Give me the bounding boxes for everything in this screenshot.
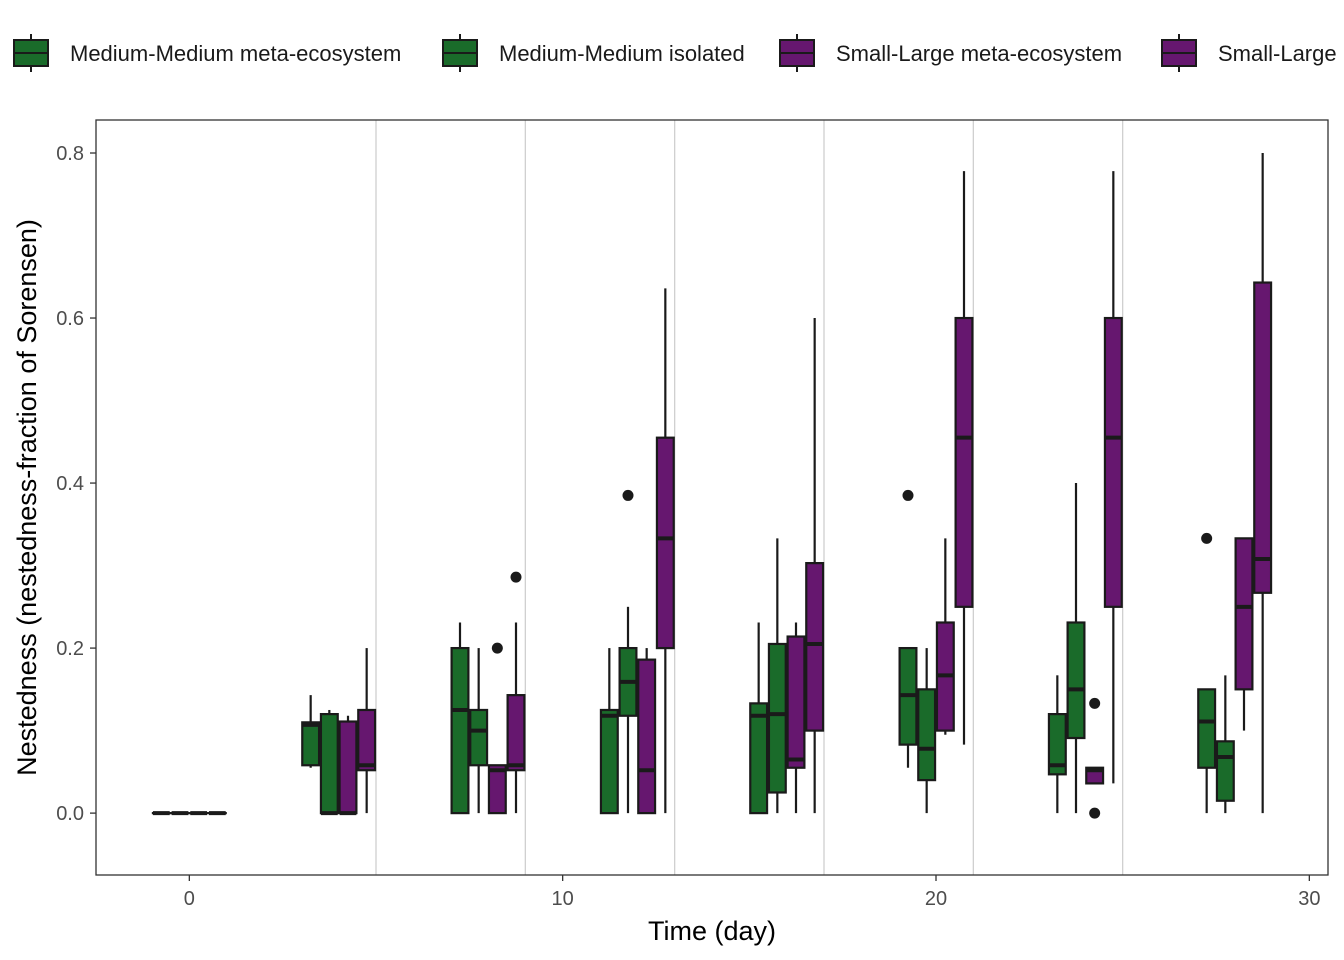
- box-0-8: [450, 622, 470, 815]
- box-1-5: [319, 709, 339, 816]
- box-body: [655, 436, 675, 650]
- box-3-27: [1103, 171, 1123, 784]
- box-0-4: [301, 695, 321, 768]
- box-body: [786, 635, 806, 769]
- legend-label: Medium-Medium meta-ecosystem: [70, 41, 401, 66]
- outlier-point: [491, 642, 503, 654]
- y-tick-label: 0.2: [56, 638, 84, 660]
- x-axis: 0 10 20 30: [184, 875, 1320, 910]
- box-0-12: [599, 648, 619, 815]
- box-body: [1103, 316, 1123, 608]
- outlier-point: [1201, 532, 1213, 544]
- legend-label: Small-Large: [1218, 41, 1337, 66]
- box-body: [805, 561, 825, 732]
- box-2-14: [637, 648, 657, 815]
- box-body: [954, 316, 974, 608]
- box-body: [319, 712, 339, 815]
- box-3-15: [655, 288, 675, 814]
- legend: Medium-Medium meta-ecosystem Medium-Mediu…: [13, 34, 1337, 72]
- box-body: [767, 642, 787, 794]
- y-tick-label: 0.8: [56, 143, 84, 165]
- box-0-16: [749, 622, 769, 815]
- box-0-20: [898, 489, 918, 768]
- box-body: [1197, 688, 1217, 769]
- box-series: [151, 153, 1273, 819]
- box-body: [1253, 281, 1273, 594]
- box-2-10: [487, 642, 507, 815]
- box-3-11: [506, 571, 526, 814]
- box-1-17: [767, 538, 787, 814]
- box-body: [338, 720, 358, 815]
- box-1-25: [1066, 483, 1086, 814]
- outlier-point: [902, 489, 914, 501]
- outlier-point: [510, 571, 522, 583]
- box-body: [301, 721, 321, 767]
- box-2-22: [935, 538, 955, 735]
- box-2-18: [786, 622, 806, 814]
- outlier-point: [1089, 807, 1101, 819]
- box-3-7: [357, 648, 377, 814]
- x-tick-label: 20: [925, 888, 947, 910]
- outlier-point: [1089, 697, 1101, 709]
- box-body: [917, 688, 937, 782]
- box-2-6: [338, 715, 358, 816]
- x-tick-label: 30: [1298, 888, 1320, 910]
- box-body: [357, 708, 377, 772]
- x-tick-label: 10: [552, 888, 574, 910]
- box-body: [487, 764, 507, 815]
- box-3-31: [1253, 153, 1273, 814]
- y-tick-label: 0.6: [56, 308, 84, 330]
- legend-label: Small-Large meta-ecosystem: [836, 41, 1122, 66]
- outlier-point: [622, 489, 634, 501]
- legend-item-0: Medium-Medium meta-ecosystem: [13, 34, 401, 72]
- box-0-24: [1047, 675, 1067, 814]
- box-1-13: [618, 489, 638, 814]
- box-3-23: [954, 171, 974, 745]
- x-tick-label: 0: [184, 888, 195, 910]
- box-body: [749, 702, 769, 815]
- box-body: [637, 658, 657, 815]
- y-axis-title: Nestedness (nestedness-fraction of Soren…: [12, 219, 42, 776]
- box-3-19: [805, 318, 825, 814]
- box-0-28: [1197, 532, 1217, 814]
- box-1-29: [1215, 675, 1235, 814]
- legend-label: Medium-Medium isolated: [499, 41, 745, 66]
- y-tick-label: 0.0: [56, 803, 84, 825]
- box-body: [1066, 621, 1086, 740]
- box-body: [469, 708, 489, 767]
- box-1-21: [917, 648, 937, 814]
- y-tick-label: 0.4: [56, 473, 84, 495]
- box-2-30: [1234, 537, 1254, 731]
- legend-item-3: Small-Large: [1161, 34, 1337, 72]
- plot-panel: [96, 120, 1328, 875]
- y-axis: 0.0 0.2 0.4 0.6 0.8: [56, 143, 96, 825]
- box-body: [450, 646, 470, 815]
- box-body: [506, 694, 526, 772]
- box-body: [1234, 537, 1254, 691]
- box-body: [599, 708, 619, 815]
- box-1-9: [469, 648, 489, 814]
- legend-item-1: Medium-Medium isolated: [442, 34, 745, 72]
- box-body: [1047, 712, 1067, 776]
- plot-border: [95, 119, 1329, 876]
- x-axis-title: Time (day): [648, 916, 776, 946]
- box-body: [1215, 740, 1235, 802]
- box-2-26: [1085, 697, 1105, 819]
- legend-item-2: Small-Large meta-ecosystem: [779, 34, 1122, 72]
